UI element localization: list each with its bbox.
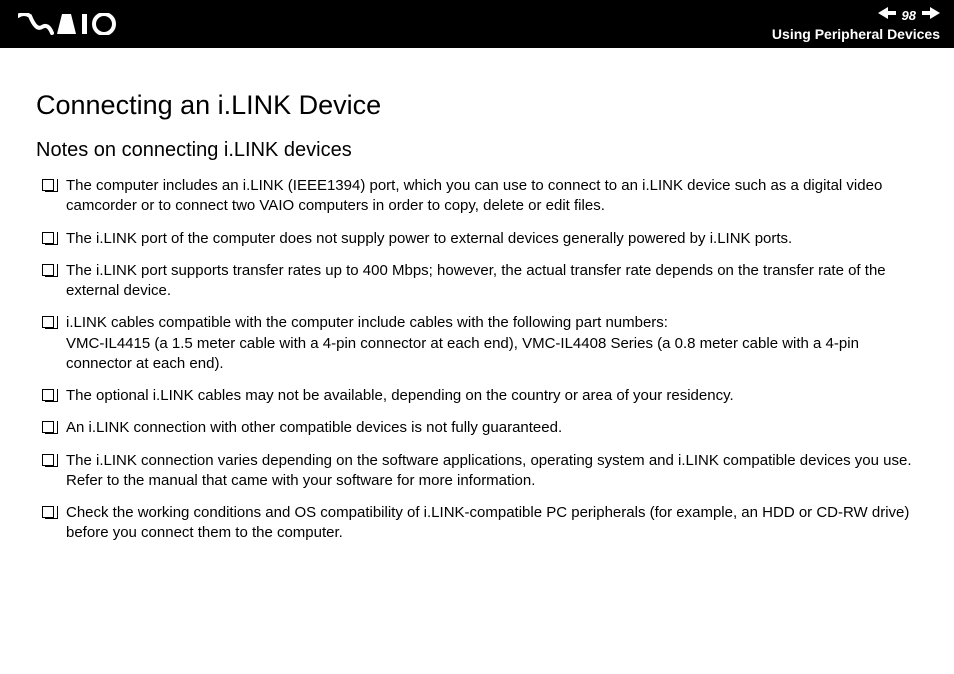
list-item-text: The optional i.LINK cables may not be av… [66, 386, 734, 406]
list-item-text: Check the working conditions and OS comp… [66, 503, 918, 544]
page-title: Connecting an i.LINK Device [36, 90, 918, 121]
page-content: Connecting an i.LINK Device Notes on con… [0, 48, 954, 544]
section-title: Using Peripheral Devices [772, 26, 940, 42]
bullet-icon [42, 506, 54, 518]
header-nav: 98 Using Peripheral Devices [772, 6, 940, 42]
page-header: 98 Using Peripheral Devices [0, 0, 954, 48]
next-page-arrow[interactable] [922, 6, 940, 24]
list-item-text: The computer includes an i.LINK (IEEE139… [66, 176, 918, 217]
page-number: 98 [902, 8, 916, 23]
bullet-icon [42, 232, 54, 244]
list-item-text: The i.LINK connection varies depending o… [66, 451, 918, 492]
list-item: An i.LINK connection with other compatib… [36, 418, 918, 438]
list-item-text: An i.LINK connection with other compatib… [66, 418, 562, 438]
list-item: The optional i.LINK cables may not be av… [36, 386, 918, 406]
bullet-icon [42, 454, 54, 466]
bullet-icon [42, 179, 54, 191]
prev-page-arrow[interactable] [878, 6, 896, 24]
bullet-icon [42, 421, 54, 433]
bullet-icon [42, 264, 54, 276]
list-item: The i.LINK port of the computer does not… [36, 229, 918, 249]
list-item: The i.LINK port supports transfer rates … [36, 261, 918, 302]
notes-list: The computer includes an i.LINK (IEEE139… [36, 176, 918, 544]
list-item: Check the working conditions and OS comp… [36, 503, 918, 544]
list-item-text: The i.LINK port supports transfer rates … [66, 261, 918, 302]
list-item: The i.LINK connection varies depending o… [36, 451, 918, 492]
list-item-text: The i.LINK port of the computer does not… [66, 229, 792, 249]
bullet-icon [42, 316, 54, 328]
list-item: i.LINK cables compatible with the comput… [36, 313, 918, 374]
bullet-icon [42, 389, 54, 401]
list-item: The computer includes an i.LINK (IEEE139… [36, 176, 918, 217]
page-subtitle: Notes on connecting i.LINK devices [36, 139, 918, 162]
list-item-text: i.LINK cables compatible with the comput… [66, 313, 918, 374]
vaio-logo [18, 13, 128, 35]
